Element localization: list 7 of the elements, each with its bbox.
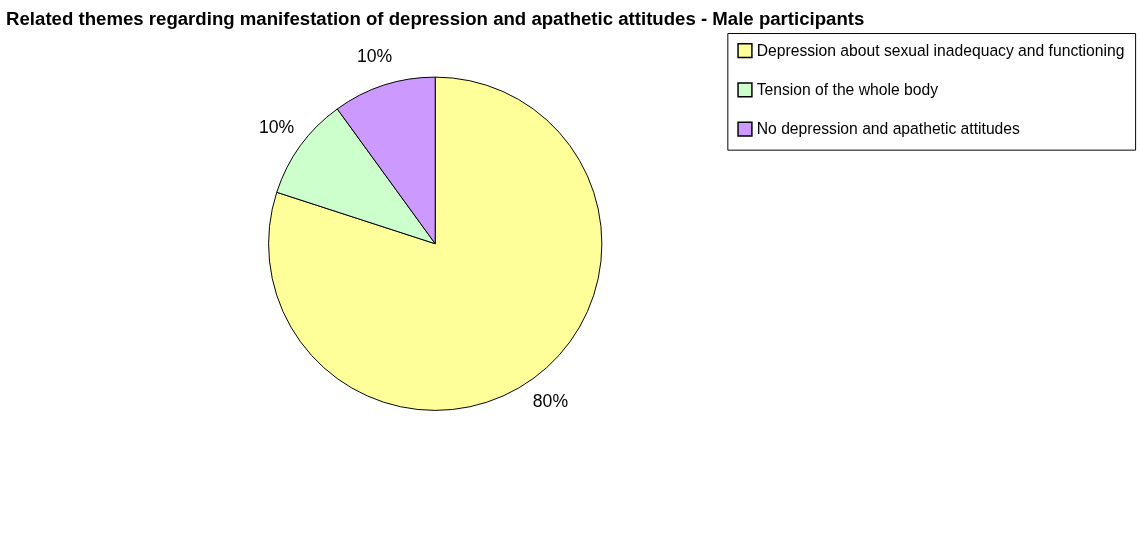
data-label: 10%: [258, 117, 295, 138]
data-label: 80%: [532, 391, 569, 412]
legend-label: No depression and apathetic attitudes: [756, 119, 1021, 137]
legend-label: Tension of the whole body: [756, 80, 939, 98]
data-label: 10%: [357, 46, 393, 67]
chart-title: Related themes regarding manifestation of depression and apathetic attitudes - Male participants: [6, 7, 865, 29]
legend-label: Depression about sexual inadequacy and functioning: [756, 41, 1125, 59]
